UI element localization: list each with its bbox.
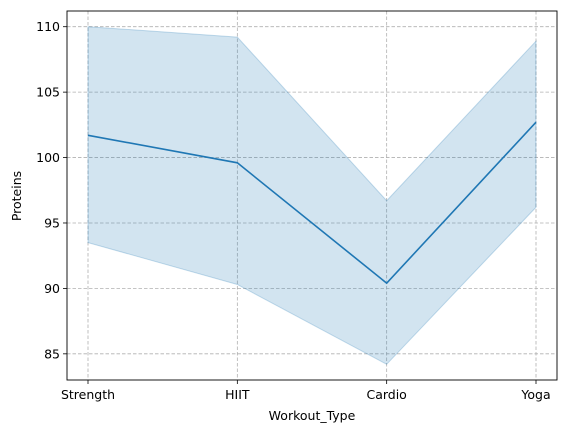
x-tick-label: Yoga <box>520 387 550 402</box>
y-tick-label: 95 <box>44 215 60 230</box>
plot-frame <box>66 10 558 381</box>
y-tick-label: 100 <box>36 150 60 165</box>
y-tick-label: 85 <box>44 346 60 361</box>
y-axis-label: Proteins <box>9 171 24 221</box>
x-axis-label: Workout_Type <box>269 408 356 423</box>
series-line-layer <box>87 121 537 285</box>
y-tick-label: 110 <box>36 19 60 34</box>
confidence-band-layer <box>87 26 537 365</box>
series-line <box>87 121 537 285</box>
grid-lines <box>67 11 557 380</box>
y-ticks: 85 90 95 100 105 110 <box>36 19 67 361</box>
x-ticks: Strength HIIT Cardio Yoga <box>61 380 551 402</box>
y-tick-label: 90 <box>44 281 60 296</box>
x-tick-label: HIIT <box>225 387 250 402</box>
x-tick-label: Cardio <box>366 387 406 402</box>
confidence-band <box>87 26 537 365</box>
x-tick-label: Strength <box>61 387 115 402</box>
y-tick-label: 105 <box>36 85 60 100</box>
